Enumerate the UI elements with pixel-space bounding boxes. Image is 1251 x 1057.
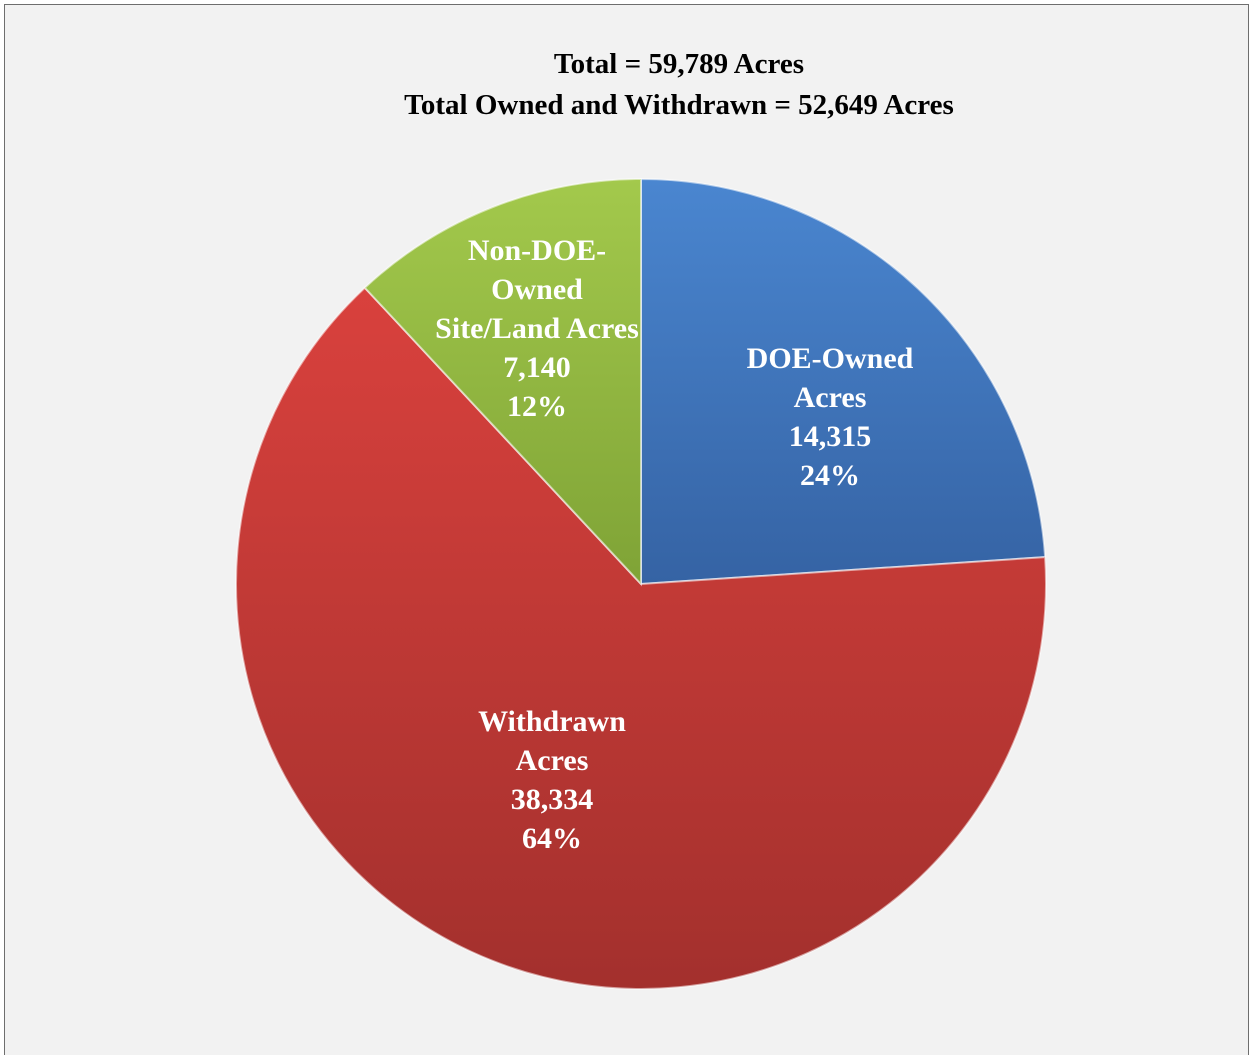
slice-label-line: 12%	[507, 390, 567, 423]
slice-label-line: 7,140	[503, 351, 571, 384]
chart-subtitle: Total Owned and Withdrawn = 52,649 Acres	[404, 89, 954, 121]
slice-label-line: Non-DOE-	[468, 234, 606, 267]
pie-slices	[236, 179, 1046, 989]
slice-label-line: Acres	[516, 744, 589, 777]
slice-label-line: 38,334	[511, 783, 594, 816]
slice-label-line: 64%	[522, 822, 582, 855]
slice-label-line: Owned	[491, 273, 583, 306]
slice-label-line: DOE-Owned	[747, 342, 914, 375]
slice-label-line: 24%	[800, 459, 860, 492]
slice-label-line: 14,315	[789, 420, 872, 453]
slice-label-line: Acres	[794, 381, 867, 414]
slice-label-line: Withdrawn	[478, 705, 626, 738]
chart-title: Total = 59,789 Acres	[554, 48, 804, 80]
slice-label-line: Site/Land Acres	[435, 312, 639, 345]
